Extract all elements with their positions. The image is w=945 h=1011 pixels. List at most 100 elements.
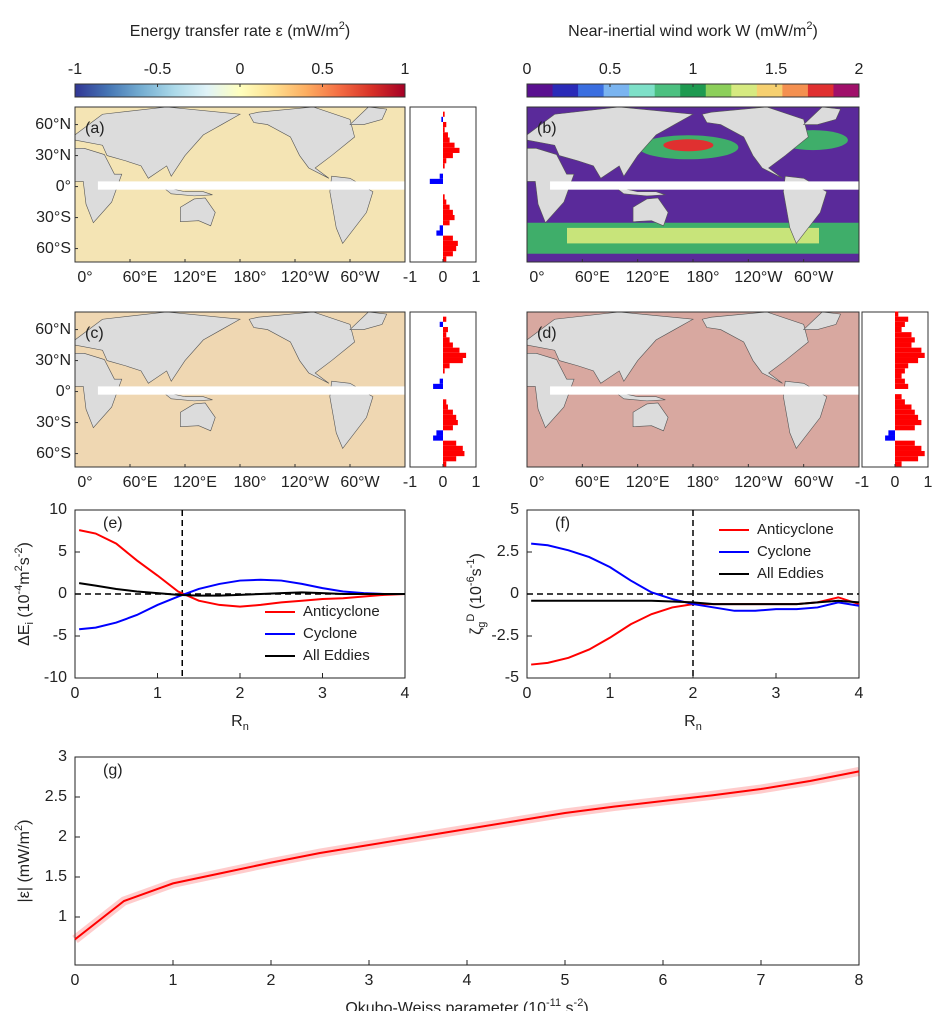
x-tick-label: 4: [855, 685, 864, 702]
profile-bar: [443, 204, 450, 210]
land: [180, 197, 216, 227]
colorbar-title: Energy transfer rate ε (mW/m2): [130, 20, 350, 40]
map: [75, 107, 405, 262]
profile-bar: [443, 240, 458, 246]
y-tick-label: 30°N: [35, 352, 71, 369]
x-tick-label: 0°: [77, 474, 92, 491]
panel-label: (d): [537, 325, 557, 342]
label-part: m: [16, 571, 33, 584]
label-part: D: [465, 614, 477, 622]
x-axis-label: Rn: [684, 713, 702, 733]
profile-bar: [443, 404, 448, 410]
y-axis-label: ΔEi (10-4m2s-2): [13, 542, 36, 646]
profile-tick-label: 1: [924, 474, 933, 491]
land: [802, 107, 841, 125]
profile-bar: [443, 347, 460, 353]
profile-bar: [443, 368, 445, 374]
land: [248, 107, 355, 179]
x-tick-label: 120°E: [173, 474, 217, 491]
x-tick-label: 1: [606, 685, 615, 702]
label-part: R: [231, 713, 243, 730]
y-tick-label: 5: [58, 543, 67, 560]
profile-bar: [895, 373, 902, 379]
colorbar-swatch: [578, 84, 605, 97]
profile-bar: [895, 445, 922, 451]
y-tick-label: 0°: [56, 383, 71, 400]
label-part: 2: [13, 825, 25, 831]
label-part: ζ: [468, 628, 485, 635]
y-tick-label: 3: [58, 748, 67, 765]
profile-bar: [443, 194, 445, 200]
profile-bar: [443, 409, 453, 415]
y-tick-label: 1.5: [45, 868, 67, 885]
label-part: -11: [546, 997, 561, 1009]
profile-bar: [443, 132, 448, 138]
label-part: i: [24, 622, 36, 624]
land: [75, 312, 241, 384]
x-tick-label: 1: [153, 685, 162, 702]
x-tick-label: 60°W: [794, 269, 834, 286]
label-part: R: [684, 713, 696, 730]
ocean-band: [567, 227, 819, 244]
label-part: 2: [339, 20, 345, 32]
x-tick-label: 0: [71, 972, 80, 989]
colorbar-tick-label: 1.5: [765, 61, 787, 78]
y-axis-label: |ε| (mW/m2): [13, 820, 33, 903]
series-line: [74, 770, 860, 941]
profile-bar: [443, 127, 445, 133]
colorbar-swatch: [807, 84, 834, 97]
profile-bar: [895, 316, 909, 322]
label-part: g: [476, 622, 488, 628]
profile-bar: [895, 450, 925, 457]
equator-gap: [550, 181, 859, 190]
profile-bar: [443, 137, 450, 143]
legend-label: Cyclone: [303, 625, 357, 642]
series-line: [531, 599, 860, 606]
y-tick-label: -5: [53, 627, 67, 644]
label-part: ): [345, 23, 350, 40]
colorbar-swatch: [756, 84, 783, 97]
x-tick-label: 3: [318, 685, 327, 702]
x-tick-label: 2: [267, 972, 276, 989]
profile-bar: [895, 409, 915, 415]
equator-gap: [550, 386, 859, 395]
profile-tick-label: -1: [403, 269, 417, 286]
profile-bar: [895, 461, 902, 467]
legend-label: Anticyclone: [303, 603, 380, 620]
x-tick-label: 60°W: [794, 474, 834, 491]
land: [180, 402, 216, 432]
y-tick-label: 0: [58, 585, 67, 602]
panel-label: (b): [537, 120, 557, 137]
colorbar-swatch: [833, 84, 860, 97]
label-part: |ε| (mW/m: [16, 831, 33, 902]
y-tick-label: 30°S: [36, 209, 71, 226]
legend-label: Anticyclone: [757, 521, 834, 538]
x-tick-label: 2: [236, 685, 245, 702]
y-tick-label: 60°N: [35, 116, 71, 133]
colorbar-swatch: [705, 84, 732, 97]
profile-bar: [443, 214, 455, 221]
land: [632, 402, 669, 432]
profile-bar: [429, 178, 443, 184]
label-part: Near-inertial wind work W (mW/m: [568, 23, 806, 40]
profile-bar: [895, 440, 915, 446]
x-tick-label: 6: [659, 972, 668, 989]
y-tick-label: 0°: [56, 178, 71, 195]
y-tick-label: 0: [510, 585, 519, 602]
label-part: -2: [13, 547, 25, 557]
land: [349, 107, 388, 125]
colorbar-swatch: [782, 84, 809, 97]
y-tick-label: 5: [510, 501, 519, 518]
x-tick-label: 180°: [686, 474, 719, 491]
profile-bar: [895, 419, 922, 426]
label-part: n: [696, 721, 702, 733]
series-line: [531, 542, 860, 612]
label-part: s: [468, 568, 485, 576]
label-part: 2: [13, 565, 25, 571]
label-part: n: [243, 721, 249, 733]
x-tick-label: 2: [689, 685, 698, 702]
map: [527, 107, 859, 262]
profile-bar: [443, 461, 447, 467]
panel-label: (g): [103, 762, 123, 779]
